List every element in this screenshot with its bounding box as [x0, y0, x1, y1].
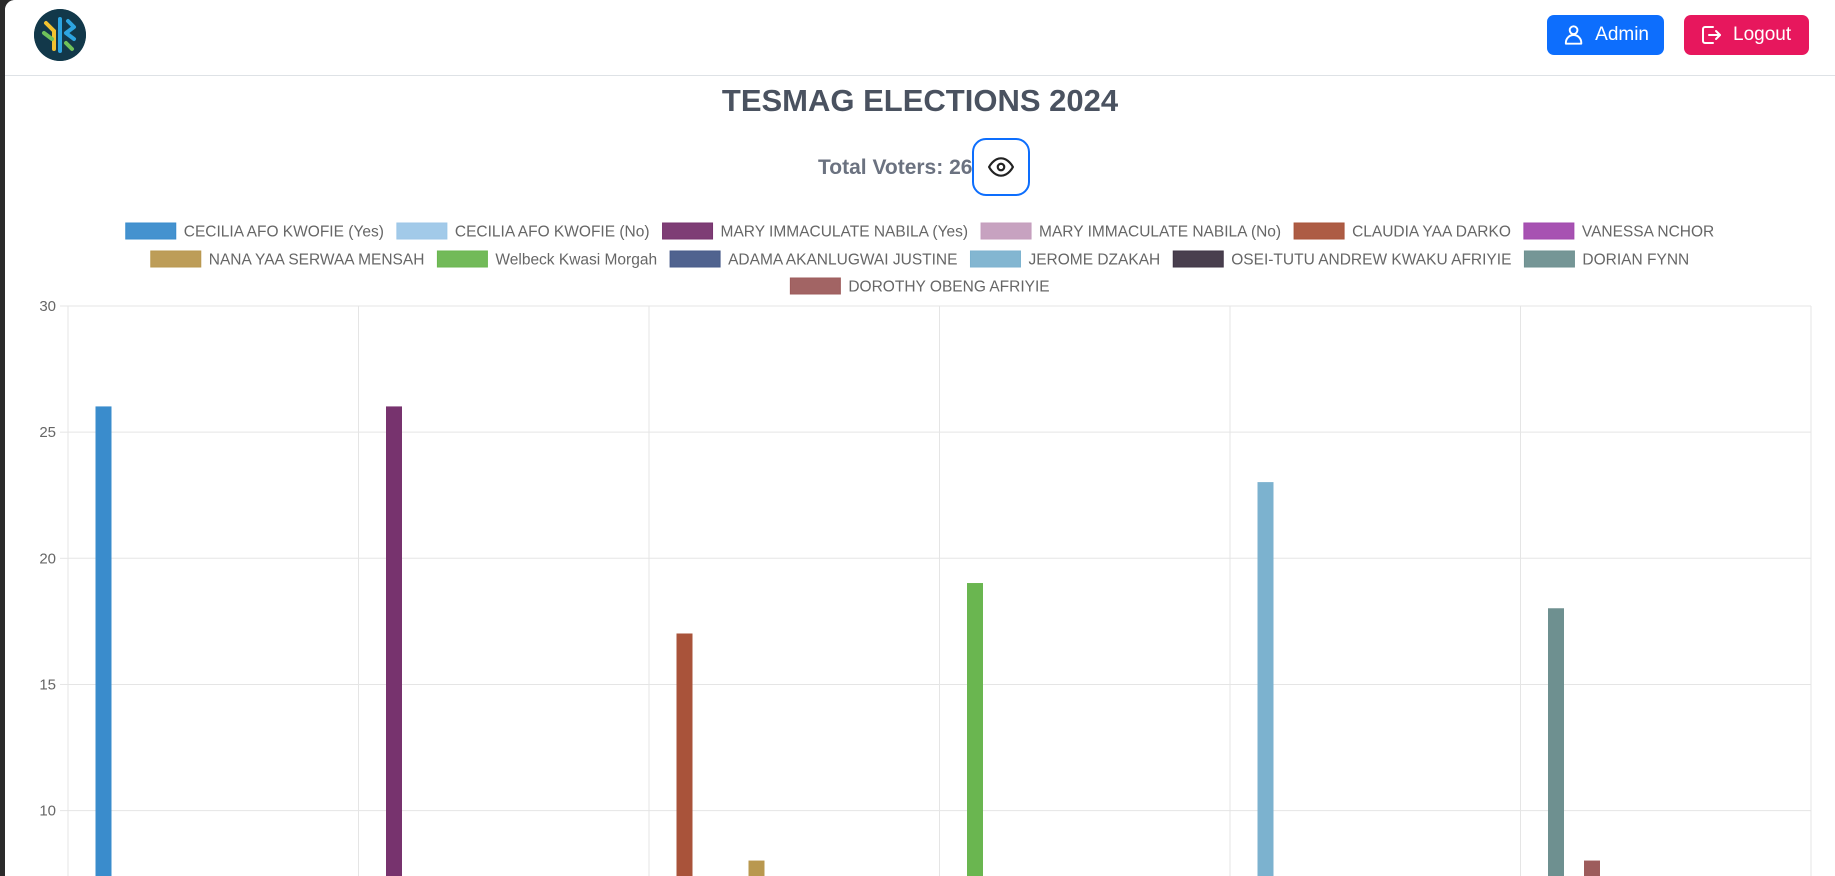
legend-swatch — [1523, 250, 1575, 268]
y-tick-label: 15 — [39, 676, 56, 693]
chart-bars — [95, 406, 1600, 876]
legend-swatch — [396, 222, 448, 240]
legend-label: MARY IMMACULATE NABILA (No) — [1039, 224, 1281, 241]
admin-button[interactable]: Admin — [1547, 15, 1664, 55]
legend-swatch — [789, 277, 841, 295]
legend-item-jerome-dzakah[interactable]: JEROME DZAKAH — [969, 250, 1160, 269]
y-tick-label: 25 — [39, 424, 56, 441]
legend-item-nana-yaa-serwaa-mensah[interactable]: NANA YAA SERWAA MENSAH — [150, 250, 425, 269]
eye-icon — [988, 157, 1014, 177]
logout-button[interactable]: Logout — [1684, 15, 1809, 55]
y-axis: 10 15 20 25 30 — [39, 298, 68, 820]
page-title: TESMAG ELECTIONS 2024 — [721, 83, 1119, 118]
legend-swatch — [662, 222, 714, 240]
legend-item-mary-immaculate-nabila-yes[interactable]: MARY IMMACULATE NABILA (Yes) — [662, 222, 969, 241]
bar-welbeck-kwasi-morgah[interactable] — [967, 583, 983, 876]
legend-item-adama-akanlugwai-justine[interactable]: ADAMA AKANLUGWAI JUSTINE — [669, 250, 957, 269]
legend-label: OSEI-TUTU ANDREW KWAKU AFRIYIE — [1231, 252, 1511, 269]
legend-label: VANESSA NCHOR — [1582, 224, 1714, 241]
legend-label: JEROME DZAKAH — [1028, 252, 1160, 269]
legend-label: DORIAN FYNN — [1582, 252, 1689, 269]
logo[interactable] — [34, 9, 86, 61]
bar-claudia-yaa-darko[interactable] — [676, 633, 693, 876]
legend-swatch — [669, 250, 721, 268]
bar-mary-immaculate-nabila-yes[interactable] — [386, 406, 402, 876]
bar-chart: CECILIA AFO KWOFIE (Yes) CECILIA AFO KWOF… — [39, 222, 1812, 876]
legend-item-dorothy-obeng-afriyie[interactable]: DOROTHY OBENG AFRIYIE — [789, 277, 1050, 296]
legend-label: CECILIA AFO KWOFIE (Yes) — [184, 224, 384, 241]
app-frame: Admin Logout TESMAG ELECTIONS 2024 Total… — [5, 0, 1835, 876]
legend-swatch — [125, 222, 177, 240]
legend-label: ADAMA AKANLUGWAI JUSTINE — [728, 252, 957, 269]
legend-item-mary-immaculate-nabila-no[interactable]: MARY IMMACULATE NABILA (No) — [980, 222, 1281, 241]
legend-swatch — [1172, 250, 1224, 268]
legend-item-dorian-fynn[interactable]: DORIAN FYNN — [1523, 250, 1689, 269]
bar-jerome-dzakah[interactable] — [1257, 482, 1274, 876]
legend-swatch — [969, 250, 1021, 268]
chart-grid — [67, 305, 1812, 876]
legend-item-osei-tutu-andrew-kwaku-afriyie[interactable]: OSEI-TUTU ANDREW KWAKU AFRIYIE — [1172, 250, 1511, 269]
bar-dorian-fynn[interactable] — [1548, 608, 1564, 876]
chart-legend: CECILIA AFO KWOFIE (Yes) CECILIA AFO KWOF… — [125, 222, 1714, 296]
legend-swatch — [436, 250, 488, 268]
legend-swatch — [1293, 222, 1345, 240]
bar-cecilia-afo-kwofie-yes[interactable] — [95, 406, 112, 876]
legend-label: CLAUDIA YAA DARKO — [1352, 224, 1511, 241]
legend-item-cecilia-afo-kwofie-yes[interactable]: CECILIA AFO KWOFIE (Yes) — [125, 222, 384, 241]
y-tick-label: 30 — [39, 298, 56, 315]
logo-icon — [34, 9, 86, 61]
legend-swatch — [980, 222, 1032, 240]
logout-button-label: Logout — [1733, 24, 1792, 45]
legend-label: CECILIA AFO KWOFIE (No) — [455, 224, 650, 241]
navbar: Admin Logout — [5, 0, 1835, 76]
legend-label: MARY IMMACULATE NABILA (Yes) — [721, 224, 969, 241]
legend-label: NANA YAA SERWAA MENSAH — [209, 252, 425, 269]
legend-swatch — [150, 250, 202, 268]
user-icon — [1564, 25, 1583, 45]
legend-swatch — [1523, 222, 1575, 240]
legend-item-welbeck-kwasi-morgah[interactable]: Welbeck Kwasi Morgah — [436, 250, 657, 269]
y-tick-label: 20 — [39, 550, 56, 567]
legend-label: DOROTHY OBENG AFRIYIE — [848, 279, 1049, 296]
legend-label: Welbeck Kwasi Morgah — [495, 252, 657, 269]
legend-item-claudia-yaa-darko[interactable]: CLAUDIA YAA DARKO — [1293, 222, 1511, 241]
legend-item-vanessa-nchor[interactable]: VANESSA NCHOR — [1523, 222, 1714, 241]
bar-nana-yaa-serwaa-mensah[interactable] — [748, 860, 765, 876]
toggle-visibility-button[interactable] — [972, 138, 1030, 196]
bar-dorothy-obeng-afriyie[interactable] — [1584, 860, 1600, 876]
legend-item-cecilia-afo-kwofie-no[interactable]: CECILIA AFO KWOFIE (No) — [396, 222, 650, 241]
total-voters: Total Voters: 26 — [818, 156, 973, 179]
y-tick-label: 10 — [39, 803, 56, 820]
logout-icon — [1702, 26, 1721, 44]
admin-button-label: Admin — [1595, 24, 1649, 45]
